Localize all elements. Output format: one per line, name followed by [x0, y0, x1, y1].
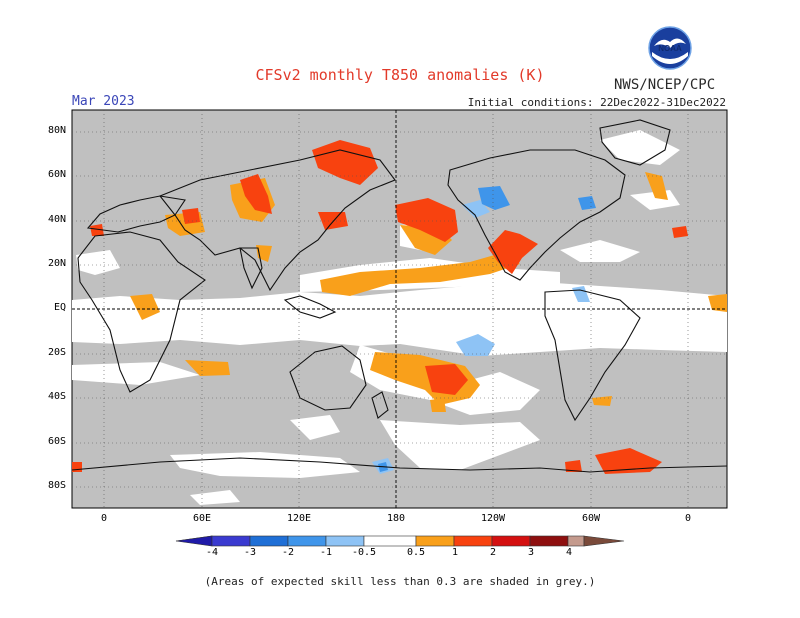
noaa-logo: NOAA	[648, 26, 692, 70]
skill-note: (Areas of expected skill less than 0.3 a…	[204, 575, 596, 588]
noaa-logo-text: NOAA	[658, 44, 682, 53]
lat-label: 80N	[47, 125, 66, 136]
lon-label: 60W	[581, 513, 601, 524]
colorbar-bin-3	[287, 535, 327, 547]
colorbar-label: 1	[451, 547, 459, 558]
skill-white-areas	[72, 130, 727, 505]
colorbar-label: 2	[489, 547, 497, 558]
colorbar-bin-10	[567, 535, 585, 547]
colorbar-bin-5	[363, 535, 417, 547]
lon-label: 60E	[192, 513, 212, 524]
colorbar-bin-8	[491, 535, 531, 547]
colorbar-bin-4	[325, 535, 365, 547]
colorbar-bin-1	[211, 535, 251, 547]
colorbar-right-triangle	[583, 535, 625, 547]
colorbar-bin-7	[453, 535, 493, 547]
colorbar	[175, 535, 625, 547]
colorbar-label: 4	[565, 547, 573, 558]
colorbar-label: -3	[243, 547, 257, 558]
lat-label: 80S	[47, 480, 66, 491]
lon-label: 180	[386, 513, 406, 524]
colorbar-left-tip	[175, 535, 213, 547]
anomaly-red-areas	[72, 140, 688, 474]
colorbar-label: 3	[527, 547, 535, 558]
colorbar-label: 0.5	[406, 547, 426, 558]
colorbar-bin-2	[249, 535, 289, 547]
lat-label: 20N	[47, 258, 66, 269]
equator-and-dateline	[72, 110, 727, 508]
colorbar-label: -1	[319, 547, 333, 558]
lon-label: 120W	[480, 513, 506, 524]
colorbar-bin-9	[529, 535, 569, 547]
colorbar-label: -2	[281, 547, 295, 558]
lon-label: 0	[684, 513, 692, 524]
initial-conditions: Initial conditions: 22Dec2022-31Dec2022	[467, 96, 726, 109]
lat-label: 40N	[47, 214, 66, 225]
colorbar-bin-6	[415, 535, 455, 547]
agency-label: NWS/NCEP/CPC	[614, 77, 716, 93]
anomaly-mid-blue-areas	[378, 186, 596, 472]
map-title: CFSv2 monthly T850 anomalies (K)	[255, 66, 545, 84]
lat-label: 60S	[47, 436, 66, 447]
lat-label: 40S	[47, 391, 66, 402]
lat-label: 60N	[47, 169, 66, 180]
lon-label: 0	[100, 513, 108, 524]
lat-label: EQ	[53, 302, 66, 313]
anomaly-blue-areas	[372, 200, 590, 474]
forecast-month: Mar 2023	[72, 94, 135, 109]
colorbar-label: -0.5	[351, 547, 377, 558]
lon-label: 120E	[286, 513, 312, 524]
coastlines	[71, 119, 728, 473]
colorbar-label: -4	[205, 547, 219, 558]
lat-label: 20S	[47, 347, 66, 358]
